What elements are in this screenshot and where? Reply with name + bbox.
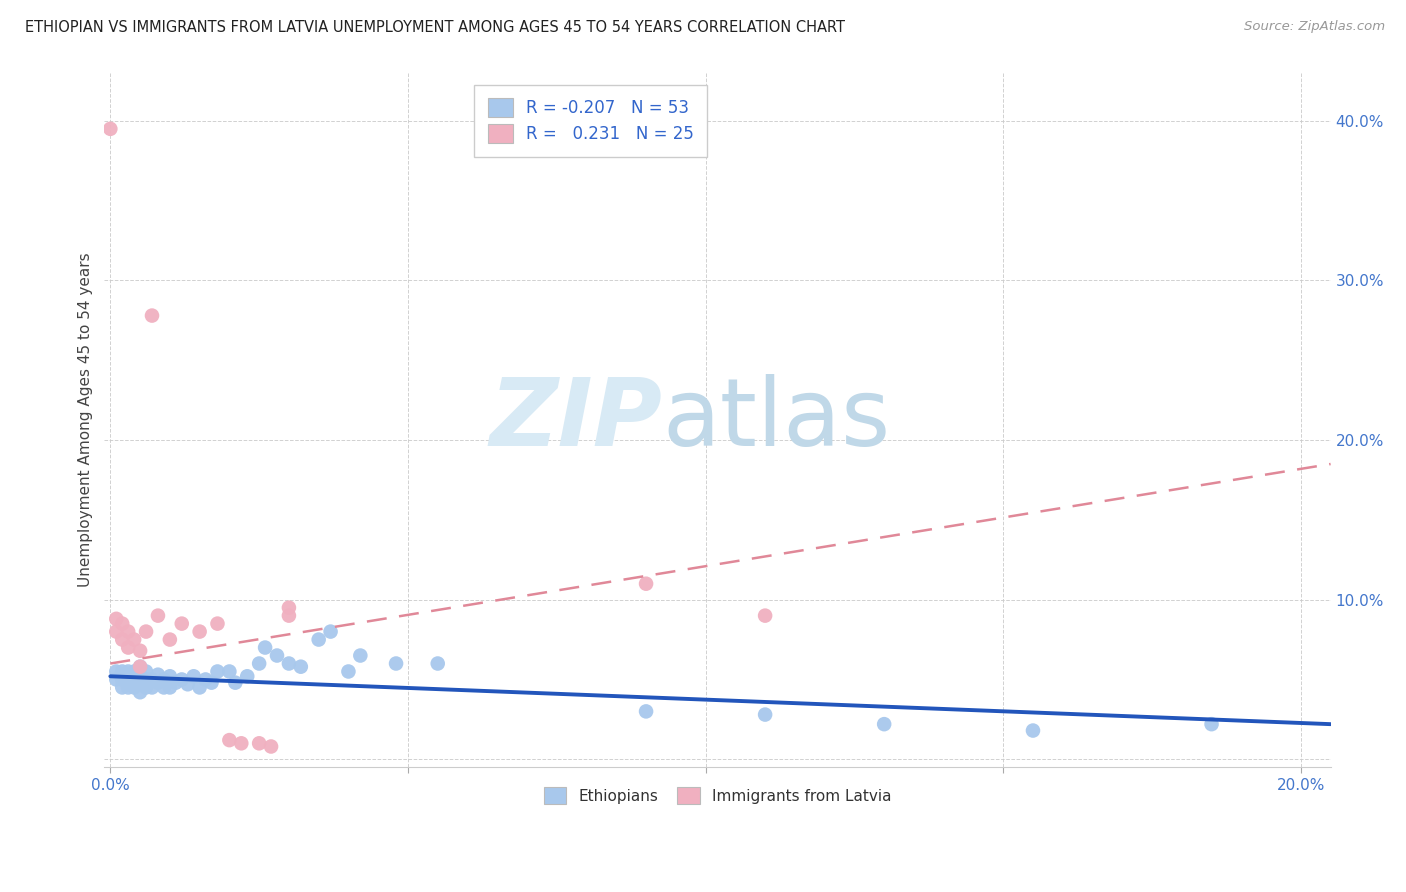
Point <box>754 608 776 623</box>
Point <box>111 673 134 687</box>
Point <box>207 665 229 679</box>
Point <box>231 736 253 750</box>
Point <box>129 644 152 658</box>
Point <box>159 669 181 683</box>
Text: ETHIOPIAN VS IMMIGRANTS FROM LATVIA UNEMPLOYMENT AMONG AGES 45 TO 54 YEARS CORRE: ETHIOPIAN VS IMMIGRANTS FROM LATVIA UNEM… <box>25 20 845 35</box>
Point <box>1201 717 1223 731</box>
Point <box>105 665 128 679</box>
Text: Source: ZipAtlas.com: Source: ZipAtlas.com <box>1244 20 1385 33</box>
Point <box>207 616 229 631</box>
Point <box>146 608 169 623</box>
Point <box>111 632 134 647</box>
Point <box>224 675 246 690</box>
Point <box>117 681 139 695</box>
Point <box>117 624 139 639</box>
Point <box>129 675 152 690</box>
Point <box>218 733 240 747</box>
Point <box>135 681 157 695</box>
Point <box>111 616 134 631</box>
Point <box>153 673 176 687</box>
Point <box>122 681 145 695</box>
Point <box>754 707 776 722</box>
Point <box>1022 723 1045 738</box>
Point <box>385 657 408 671</box>
Point <box>98 121 121 136</box>
Point <box>170 673 193 687</box>
Point <box>636 705 658 719</box>
Point <box>277 600 299 615</box>
Point <box>153 681 176 695</box>
Point <box>200 675 222 690</box>
Point <box>141 673 163 687</box>
Point <box>177 677 200 691</box>
Point <box>135 673 157 687</box>
Point <box>141 681 163 695</box>
Point <box>105 612 128 626</box>
Point <box>290 659 312 673</box>
Point <box>111 681 134 695</box>
Point <box>129 667 152 681</box>
Point <box>122 673 145 687</box>
Point <box>254 640 277 655</box>
Point <box>146 675 169 690</box>
Point <box>122 665 145 679</box>
Point <box>194 673 217 687</box>
Point <box>135 665 157 679</box>
Point <box>183 669 205 683</box>
Point <box>266 648 288 663</box>
Point <box>247 736 270 750</box>
Point <box>188 624 211 639</box>
Point <box>170 616 193 631</box>
Legend: Ethiopians, Immigrants from Latvia: Ethiopians, Immigrants from Latvia <box>533 776 903 815</box>
Point <box>873 717 896 731</box>
Point <box>247 657 270 671</box>
Point <box>122 632 145 647</box>
Point <box>218 665 240 679</box>
Point <box>117 665 139 679</box>
Point <box>337 665 360 679</box>
Point <box>135 624 157 639</box>
Point <box>159 681 181 695</box>
Y-axis label: Unemployment Among Ages 45 to 54 years: Unemployment Among Ages 45 to 54 years <box>79 252 93 588</box>
Point <box>349 648 371 663</box>
Point <box>129 685 152 699</box>
Point <box>319 624 342 639</box>
Point <box>188 681 211 695</box>
Point <box>105 624 128 639</box>
Point <box>111 665 134 679</box>
Point <box>636 576 658 591</box>
Point <box>165 675 187 690</box>
Point <box>146 667 169 681</box>
Point <box>236 669 259 683</box>
Point <box>129 659 152 673</box>
Point <box>277 657 299 671</box>
Point <box>308 632 330 647</box>
Point <box>141 309 163 323</box>
Point <box>105 673 128 687</box>
Text: atlas: atlas <box>662 374 890 467</box>
Text: ZIP: ZIP <box>489 374 662 467</box>
Point <box>117 673 139 687</box>
Point <box>129 659 152 673</box>
Point <box>117 640 139 655</box>
Point <box>277 608 299 623</box>
Point <box>159 632 181 647</box>
Point <box>426 657 449 671</box>
Point <box>260 739 283 754</box>
